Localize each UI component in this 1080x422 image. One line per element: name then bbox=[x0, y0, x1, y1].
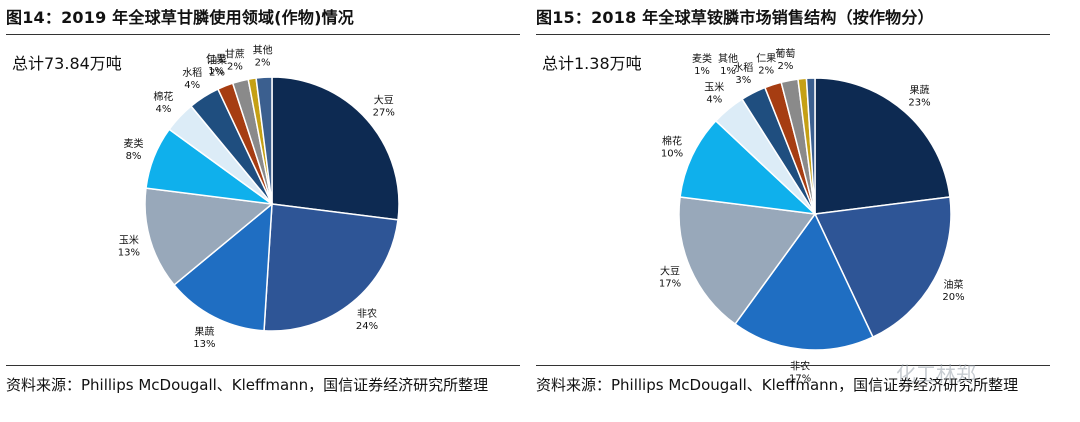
total-label: 总计1.38万吨 bbox=[542, 54, 642, 73]
slice-value-label: 23% bbox=[908, 98, 930, 109]
slice-value-label: 1% bbox=[208, 66, 224, 77]
slice-category-label: 甘蔗 bbox=[225, 48, 245, 61]
slice-value-label: 4% bbox=[155, 104, 171, 115]
pie-slice-其他 bbox=[805, 77, 816, 215]
slice-label-group: 其他2% bbox=[253, 43, 273, 68]
slice-category-label: 油菜 bbox=[944, 278, 964, 291]
slice-value-label: 17% bbox=[659, 279, 681, 290]
slice-category-label: 果蔬 bbox=[194, 326, 214, 338]
total-label: 总计73.84万吨 bbox=[12, 54, 122, 73]
slice-value-label: 10% bbox=[661, 149, 683, 160]
slice-value-label: 20% bbox=[942, 292, 964, 303]
slice-label-group: 麦类8% bbox=[124, 137, 144, 162]
slice-category-label: 葡萄 bbox=[775, 47, 795, 60]
slice-label-group: 玉米4% bbox=[704, 80, 724, 105]
slice-category-label: 水稻 bbox=[733, 62, 753, 74]
slice-value-label: 13% bbox=[193, 339, 215, 350]
slice-category-label: 麦类 bbox=[692, 52, 712, 65]
pie-slice-大豆 bbox=[271, 76, 400, 221]
slice-category-label: 玉米 bbox=[119, 234, 139, 247]
slice-label-group: 葡萄2% bbox=[775, 47, 795, 72]
slice-category-label: 棉花 bbox=[153, 90, 173, 103]
slice-category-label: 仁果 bbox=[756, 53, 776, 65]
slice-value-label: 27% bbox=[373, 108, 395, 119]
figure-title: 图14：2019 年全球草甘膦使用领域(作物)情况 bbox=[6, 8, 354, 27]
slice-label-group: 棉花4% bbox=[153, 90, 173, 115]
slice-category-label: 大豆 bbox=[660, 265, 680, 278]
pie-slice-果蔬 bbox=[814, 77, 951, 215]
pie-slice-非农 bbox=[263, 203, 399, 332]
slice-label-group: 仁果2% bbox=[756, 53, 776, 77]
slice-value-label: 4% bbox=[184, 80, 200, 91]
slice-value-label: 2% bbox=[255, 57, 271, 68]
slice-value-label: 13% bbox=[118, 248, 140, 259]
source-note: 资料来源：Phillips McDougall、Kleffmann，国信证券经济… bbox=[536, 376, 1019, 394]
slice-category-label: 棉花 bbox=[662, 135, 682, 148]
figure-title: 图15：2018 年全球草铵膦市场销售结构（按作物分） bbox=[536, 8, 934, 27]
slice-category-label: 仁果 bbox=[206, 53, 226, 65]
slice-value-label: 17% bbox=[789, 373, 811, 384]
slice-category-label: 玉米 bbox=[704, 80, 724, 93]
slice-category-label: 其他 bbox=[253, 43, 273, 56]
chart-panel-glufosinate: 图15：2018 年全球草铵膦市场销售结构（按作物分） 总计1.38万吨 果蔬 2… bbox=[536, 0, 1056, 422]
slice-category-label: 麦类 bbox=[124, 137, 144, 150]
title-rule bbox=[6, 34, 520, 35]
pie-slice-棉花 bbox=[679, 119, 818, 216]
slice-value-label: 2% bbox=[227, 62, 243, 73]
slice-label-group: 其他1% bbox=[718, 52, 738, 77]
slice-value-label: 2% bbox=[777, 61, 793, 72]
pie-slice-果蔬 bbox=[173, 202, 273, 332]
slice-label-group: 油菜2% bbox=[207, 54, 227, 79]
slice-category-label: 非农 bbox=[357, 307, 377, 320]
slice-value-label: 4% bbox=[706, 94, 722, 105]
pie-slice-其他 bbox=[255, 76, 273, 205]
pie-slice-大豆 bbox=[678, 196, 817, 326]
pie-slice-玉米 bbox=[144, 187, 274, 287]
slice-value-label: 1% bbox=[694, 66, 710, 77]
pie-slice-非农 bbox=[734, 212, 874, 351]
slice-label-group: 仁果1% bbox=[206, 53, 226, 77]
pie-chart: 大豆27%非农24%果蔬13%玉米13%麦类8%棉花4%水稻4%油菜2%甘蔗2%… bbox=[118, 43, 400, 350]
pie-chart: 果蔬23%油菜20%非农17%大豆17%棉花10%玉米4%水稻3%仁果2%葡萄2… bbox=[659, 47, 965, 384]
slice-label-group: 水稻3% bbox=[733, 62, 753, 86]
pie-slice-油菜 bbox=[813, 196, 952, 339]
slice-category-label: 油菜 bbox=[207, 54, 227, 67]
slice-label-group: 水稻4% bbox=[182, 67, 202, 91]
slice-value-label: 3% bbox=[735, 75, 751, 86]
chart-panel-glyphosate: 图14：2019 年全球草甘膦使用领域(作物)情况 总计73.84万吨 大豆 27… bbox=[6, 0, 526, 422]
slice-value-label: 1% bbox=[720, 66, 736, 77]
source-rule bbox=[6, 365, 520, 366]
source-note: 资料来源：Phillips McDougall、Kleffmann，国信证券经济… bbox=[6, 376, 489, 394]
slice-category-label: 水稻 bbox=[182, 67, 202, 79]
title-rule bbox=[536, 34, 1050, 35]
slice-value-label: 24% bbox=[356, 321, 378, 332]
slice-label-group: 麦类1% bbox=[692, 52, 712, 77]
slice-value-label: 2% bbox=[758, 66, 774, 77]
slice-value-label: 2% bbox=[209, 68, 225, 79]
slice-category-label: 果蔬 bbox=[910, 85, 930, 97]
source-rule bbox=[536, 365, 1050, 366]
slice-category-label: 大豆 bbox=[374, 94, 394, 107]
slice-label-group: 甘蔗2% bbox=[225, 48, 245, 73]
slice-category-label: 其他 bbox=[718, 52, 738, 65]
slice-value-label: 8% bbox=[126, 151, 142, 162]
